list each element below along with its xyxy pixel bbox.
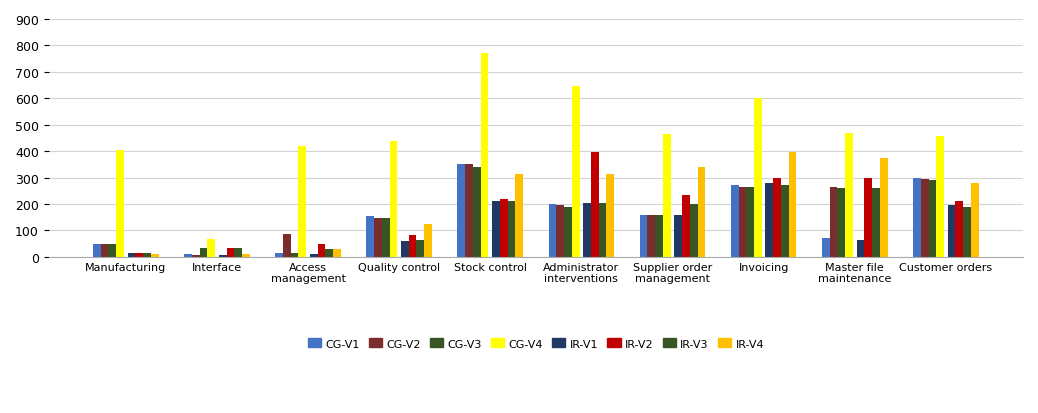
Bar xyxy=(564,207,572,257)
Bar xyxy=(675,215,682,257)
Bar xyxy=(325,249,333,257)
Bar xyxy=(184,254,192,257)
Bar xyxy=(880,158,887,257)
Bar xyxy=(409,235,416,257)
Bar xyxy=(682,195,690,257)
Bar xyxy=(822,238,829,257)
Bar xyxy=(199,248,208,257)
Bar xyxy=(591,153,599,257)
Bar xyxy=(465,165,473,257)
Bar xyxy=(921,179,929,257)
Bar xyxy=(606,175,614,257)
Bar xyxy=(401,241,409,257)
Bar xyxy=(865,178,872,257)
Bar xyxy=(556,206,564,257)
Bar xyxy=(473,168,481,257)
Bar xyxy=(481,54,489,257)
Bar xyxy=(929,181,936,257)
Bar xyxy=(116,150,124,257)
Bar xyxy=(731,186,739,257)
Bar xyxy=(192,255,199,257)
Bar xyxy=(333,249,340,257)
Bar xyxy=(458,165,465,257)
Bar xyxy=(515,175,523,257)
Bar xyxy=(500,199,508,257)
Bar xyxy=(639,216,648,257)
Bar xyxy=(663,135,671,257)
Bar xyxy=(690,204,698,257)
Bar xyxy=(425,224,432,257)
Bar xyxy=(226,248,235,257)
Bar xyxy=(242,254,250,257)
Bar xyxy=(829,188,838,257)
Bar xyxy=(291,253,299,257)
Legend: CG-V1, CG-V2, CG-V3, CG-V4, IR-V1, IR-V2, IR-V3, IR-V4: CG-V1, CG-V2, CG-V3, CG-V4, IR-V1, IR-V2… xyxy=(303,334,768,353)
Bar xyxy=(789,153,796,257)
Bar xyxy=(151,254,159,257)
Bar xyxy=(143,253,151,257)
Bar xyxy=(235,248,242,257)
Bar xyxy=(971,184,979,257)
Bar xyxy=(948,206,955,257)
Bar xyxy=(913,178,921,257)
Bar xyxy=(283,235,291,257)
Bar xyxy=(746,188,754,257)
Bar xyxy=(299,147,306,257)
Bar xyxy=(109,244,116,257)
Bar xyxy=(583,203,591,257)
Bar xyxy=(219,256,226,257)
Bar xyxy=(781,185,789,257)
Bar xyxy=(318,244,325,257)
Bar xyxy=(389,141,398,257)
Bar xyxy=(366,216,374,257)
Bar xyxy=(101,244,109,257)
Bar xyxy=(773,178,781,257)
Bar xyxy=(963,207,971,257)
Bar xyxy=(698,168,706,257)
Bar xyxy=(648,216,655,257)
Bar xyxy=(208,239,215,257)
Bar xyxy=(572,86,579,257)
Bar xyxy=(508,202,515,257)
Bar xyxy=(549,204,556,257)
Bar xyxy=(872,189,880,257)
Bar xyxy=(655,216,663,257)
Bar xyxy=(374,218,382,257)
Bar xyxy=(310,254,318,257)
Bar xyxy=(845,134,853,257)
Bar xyxy=(599,203,606,257)
Bar xyxy=(856,240,865,257)
Bar xyxy=(93,244,101,257)
Bar xyxy=(936,137,945,257)
Bar xyxy=(128,253,135,257)
Bar xyxy=(275,253,283,257)
Bar xyxy=(765,184,773,257)
Bar xyxy=(739,188,746,257)
Bar xyxy=(955,202,963,257)
Bar xyxy=(382,218,389,257)
Bar xyxy=(838,189,845,257)
Bar xyxy=(492,202,500,257)
Bar xyxy=(135,253,143,257)
Bar xyxy=(416,241,425,257)
Bar xyxy=(754,98,762,257)
